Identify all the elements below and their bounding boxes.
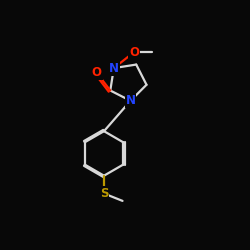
Text: S: S bbox=[100, 187, 108, 200]
Text: O: O bbox=[129, 46, 139, 59]
Text: O: O bbox=[92, 66, 102, 79]
Text: N: N bbox=[126, 94, 136, 107]
Text: N: N bbox=[109, 62, 119, 74]
